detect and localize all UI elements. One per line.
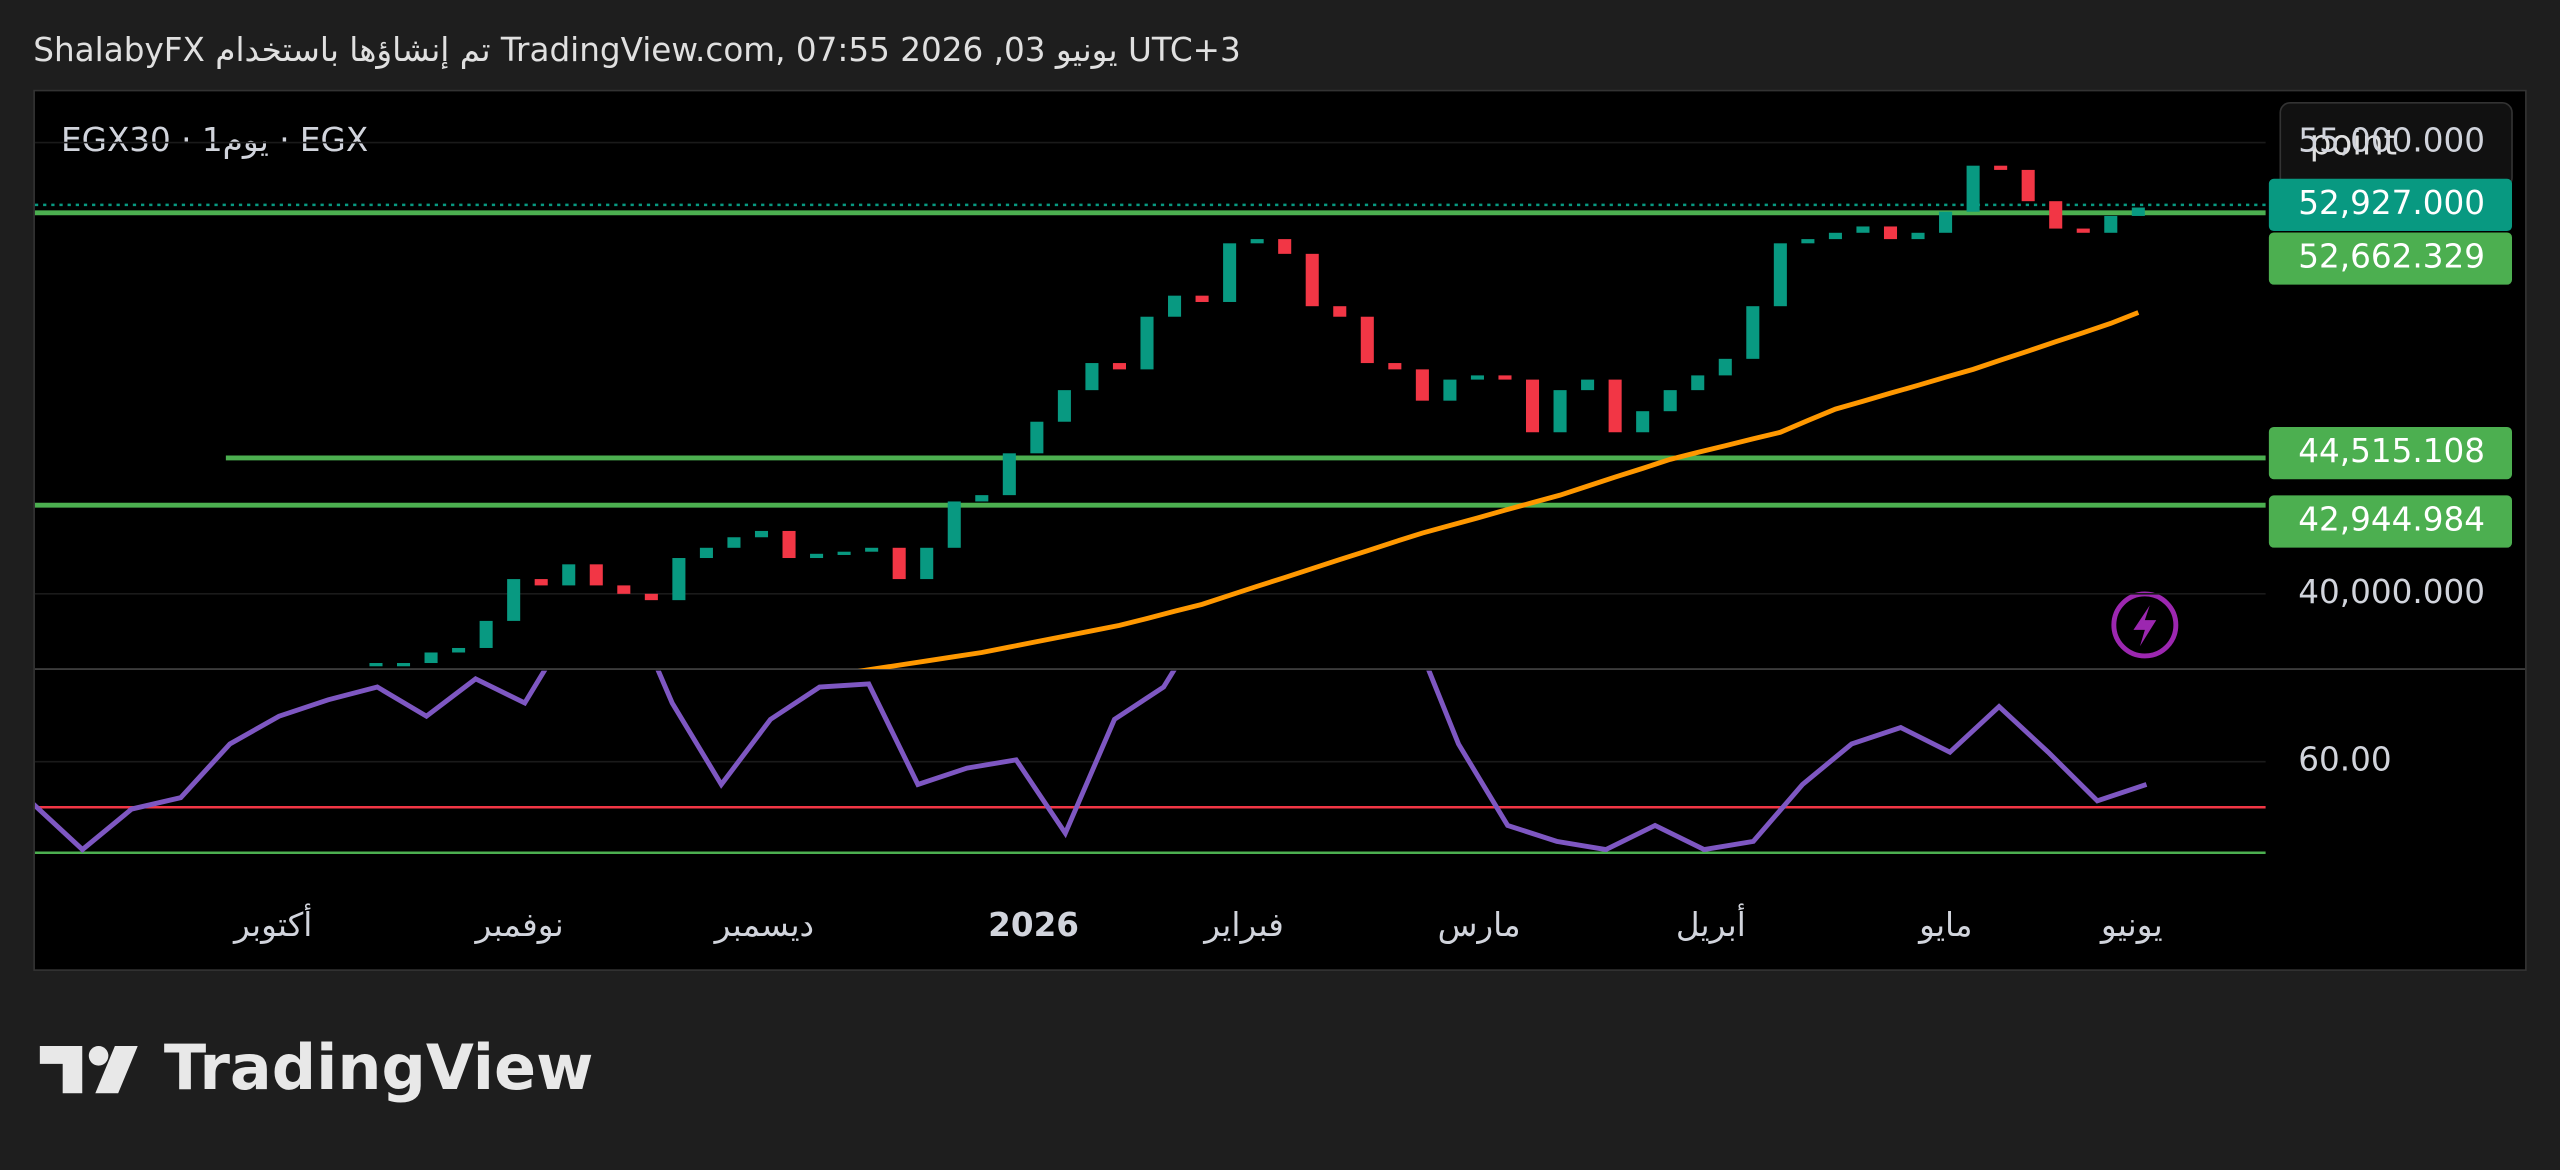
candle [1525,379,1540,433]
x-axis-label: يونيو [2099,906,2163,944]
candle [424,652,438,664]
candle [1085,363,1099,391]
candle [396,663,411,667]
candle [1278,239,1292,254]
candle [1553,390,1567,433]
price-badge-label: 52,662.329 [2298,238,2485,276]
candle [1608,379,1622,433]
candle [865,547,879,552]
candle [1691,375,1705,391]
candle [1636,411,1650,433]
candle [1002,453,1016,496]
candle [1250,239,1264,244]
header-title: ShalabyFX تم إنشاؤها باستخدام TradingVie… [33,31,1240,70]
button-label[interactable]: point [2310,124,2397,164]
y-tick-label: 55,000.000 [2298,122,2485,160]
price-badge [2268,232,2513,285]
candle [1828,232,1842,240]
candle [1223,243,1237,302]
candle [1443,379,1457,401]
candle [1718,358,1732,376]
price-badge-label: 52,927.000 [2298,184,2485,222]
price-badge [2268,178,2513,232]
candle [562,564,576,586]
candle [754,530,769,538]
candle [2076,228,2090,233]
candle [1195,295,1209,302]
candle [1911,232,1925,240]
candle [1939,211,1953,233]
candle [1746,306,1760,359]
x-axis-label: نوفمبر [473,906,563,944]
series-line [857,310,2140,670]
candle [837,551,851,555]
candle [479,620,493,648]
candle [1498,375,1512,380]
symbol-label: EGX30 · 1يوم · EGX [61,121,368,159]
logo [39,1045,138,1094]
x-axis-label: 2026 [988,906,1079,944]
candle [1801,239,1815,244]
candle [534,579,548,586]
candle [892,547,906,580]
candle [1305,253,1319,307]
candle [2104,215,2118,233]
candle [1168,295,1182,317]
y-tick-label: 60.00 [2298,741,2391,779]
candle [727,537,741,548]
candle [1388,363,1402,370]
y-tick-label: 40,000.000 [2298,573,2485,611]
candle [947,501,961,548]
price-badge [2268,495,2513,548]
candle [1994,165,2008,170]
candle [2049,201,2063,229]
candle [975,495,989,502]
candle [810,553,824,559]
candle [1581,379,1595,391]
price-badge-label: 44,515.108 [2298,432,2485,470]
candle [1333,306,1347,317]
candle [1112,363,1126,370]
candle [1415,369,1429,401]
x-axis-label: مايو [1917,906,1972,944]
x-axis-label: أبريل [1676,903,1746,944]
candle [1883,226,1898,240]
candle [507,579,521,621]
chart-frame [33,89,2527,971]
candle [452,647,466,653]
candle [1360,316,1374,364]
candle [369,663,383,667]
candle [617,585,631,594]
candle [1966,165,1980,212]
candle [672,558,686,601]
candle [2021,169,2035,202]
candle [1773,243,1787,307]
candle [644,593,658,601]
candle [1856,226,1870,233]
candle [1030,421,1044,454]
candle [1140,316,1154,370]
price-badge [2268,426,2513,480]
candle [699,547,713,559]
candle [1470,375,1484,380]
alert-bolt [2133,605,2157,647]
x-axis-label: فبراير [1202,906,1284,944]
footer-logo: TradingView [164,1031,594,1104]
candle [920,547,934,580]
plot-area [34,670,2148,853]
plot-area [369,165,2145,670]
x-axis-label: أكتوبر [232,903,312,944]
candle [589,564,603,586]
x-axis-label: مارس [1438,906,1521,944]
series-line [34,670,2148,853]
x-axis-label: ديسمبر [713,906,814,944]
candle [2131,207,2145,216]
candle [1057,390,1071,422]
candle [1663,390,1677,412]
price-badge-label: 42,944.984 [2298,501,2485,539]
candle [782,530,796,559]
